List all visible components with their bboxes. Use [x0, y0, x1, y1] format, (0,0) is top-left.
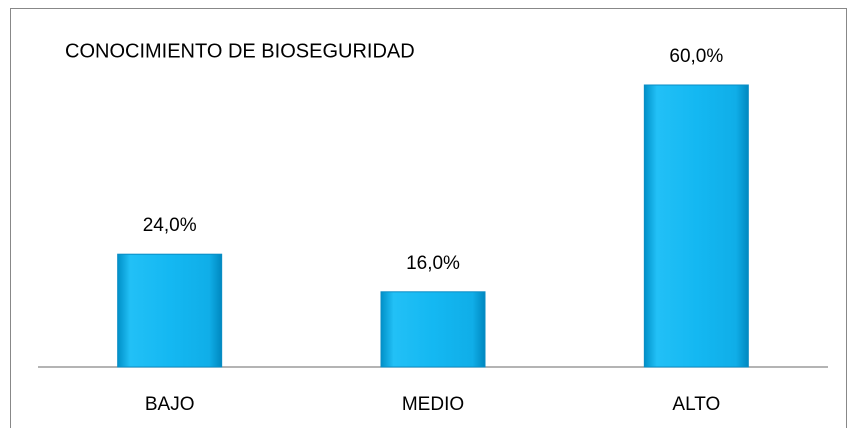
- bar: [117, 253, 223, 368]
- x-tick-label: MEDIO: [402, 394, 464, 415]
- chart-title: CONOCIMIENTO DE BIOSEGURIDAD: [65, 40, 415, 62]
- value-label: 16,0%: [406, 253, 460, 274]
- x-tick-label: BAJO: [145, 394, 195, 415]
- chart-frame: [10, 8, 847, 428]
- value-label: 60,0%: [669, 46, 723, 67]
- value-label: 24,0%: [143, 215, 197, 236]
- bar: [643, 84, 749, 368]
- x-tick-label: ALTO: [672, 394, 720, 415]
- bar: [380, 291, 486, 368]
